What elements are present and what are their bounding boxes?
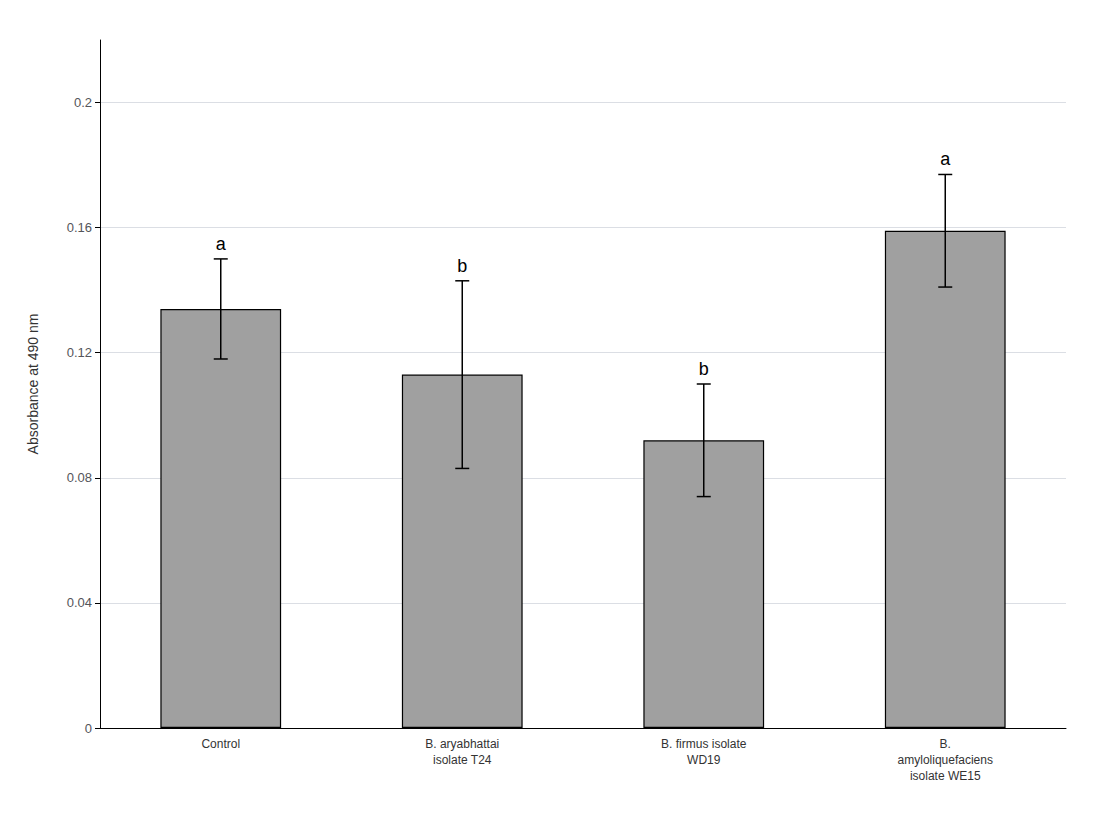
svg-text:amyloliquefaciens: amyloliquefaciens [898, 753, 993, 767]
svg-text:0: 0 [85, 721, 92, 736]
svg-text:B. firmus isolate: B. firmus isolate [661, 737, 747, 751]
svg-text:isolate WE15: isolate WE15 [910, 769, 981, 783]
svg-text:b: b [457, 256, 467, 276]
svg-text:a: a [940, 149, 951, 169]
svg-text:b: b [699, 359, 709, 379]
svg-text:B. aryabhattai: B. aryabhattai [425, 737, 499, 751]
svg-text:isolate T24: isolate T24 [433, 753, 492, 767]
svg-text:Control: Control [201, 737, 240, 751]
svg-text:0.04: 0.04 [67, 595, 92, 610]
svg-text:Absorbance at 490 nm: Absorbance at 490 nm [25, 314, 41, 455]
svg-text:0.16: 0.16 [67, 220, 92, 235]
svg-text:a: a [216, 234, 227, 254]
svg-text:0.12: 0.12 [67, 345, 92, 360]
svg-text:B.: B. [940, 737, 951, 751]
svg-text:WD19: WD19 [687, 753, 721, 767]
svg-text:0.2: 0.2 [74, 95, 92, 110]
svg-text:0.08: 0.08 [67, 470, 92, 485]
